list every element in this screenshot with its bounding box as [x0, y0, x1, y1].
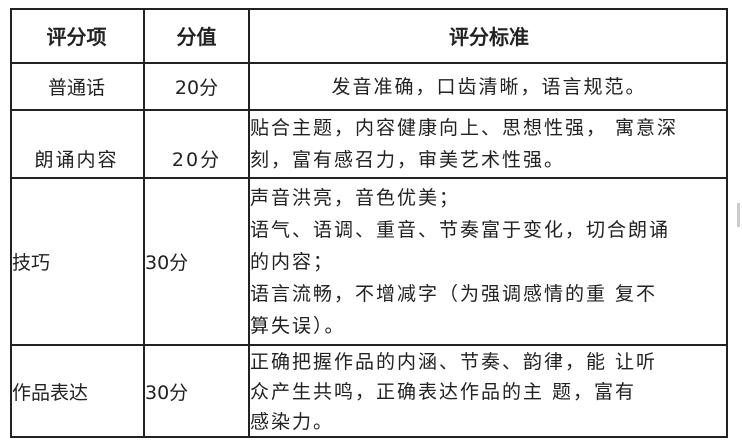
row-criteria: 贴合主题，内容健康向上、思想性强， 寓意深 刻，富有感召力，审美艺术性强。	[250, 110, 728, 178]
row-score: 30分	[145, 382, 189, 404]
header-score: 分值	[176, 25, 217, 49]
criteria-line: 声音洪亮，音色优美；	[250, 186, 461, 209]
row-divider	[10, 62, 728, 64]
column-divider	[248, 8, 250, 438]
row-item-text: 朗诵内容	[34, 149, 119, 171]
row-criteria: 发音准确，口齿清晰，语言规范。	[250, 63, 728, 110]
row-score-text: 20分	[171, 149, 222, 171]
row-divider	[10, 344, 728, 346]
row-score: 20分	[145, 110, 248, 178]
header-criteria: 评分标准	[449, 25, 529, 49]
criteria-line: 正确把握作品的内涵、节奏、韵律，能 让听	[250, 350, 658, 373]
criteria-line: 的内容；	[250, 250, 335, 273]
scoring-table	[10, 8, 728, 438]
row-item: 作品表达	[12, 382, 89, 404]
row-item: 朗诵内容	[10, 110, 143, 178]
criteria-line: 发音准确，口齿清晰，语言规范。	[331, 75, 647, 98]
row-divider	[10, 177, 728, 179]
criteria-line: 众产生共鸣，正确表达作品的主 题，富有	[250, 380, 637, 403]
criteria-line: 感染力。	[250, 410, 335, 433]
row-divider	[10, 109, 728, 111]
row-score: 20分	[174, 77, 219, 99]
criteria-line: 贴合主题，内容健康向上、思想性强， 寓意深	[250, 117, 679, 139]
row-item: 技巧	[12, 252, 51, 274]
criteria-line: 语言流畅，不增减字（为强调感情的重 复不	[250, 282, 658, 305]
row-criteria: 声音洪亮，音色优美； 语气、语调、重音、节奏富于变化，切合朗诵 的内容； 语言流…	[250, 178, 728, 345]
row-item: 普通话	[47, 77, 105, 99]
criteria-line: 算失误）。	[250, 314, 346, 337]
scrollbar-fragment	[737, 203, 740, 227]
criteria-line: 刻，富有感召力，审美艺术性强。	[250, 149, 566, 171]
criteria-line: 语气、语调、重音、节奏富于变化，切合朗诵	[250, 218, 671, 241]
header-item: 评分项	[46, 25, 107, 49]
row-criteria: 正确把握作品的内涵、节奏、韵律，能 让听 众产生共鸣，正确表达作品的主 题，富有…	[250, 345, 728, 438]
column-divider	[143, 8, 145, 438]
row-score: 30分	[145, 252, 189, 274]
